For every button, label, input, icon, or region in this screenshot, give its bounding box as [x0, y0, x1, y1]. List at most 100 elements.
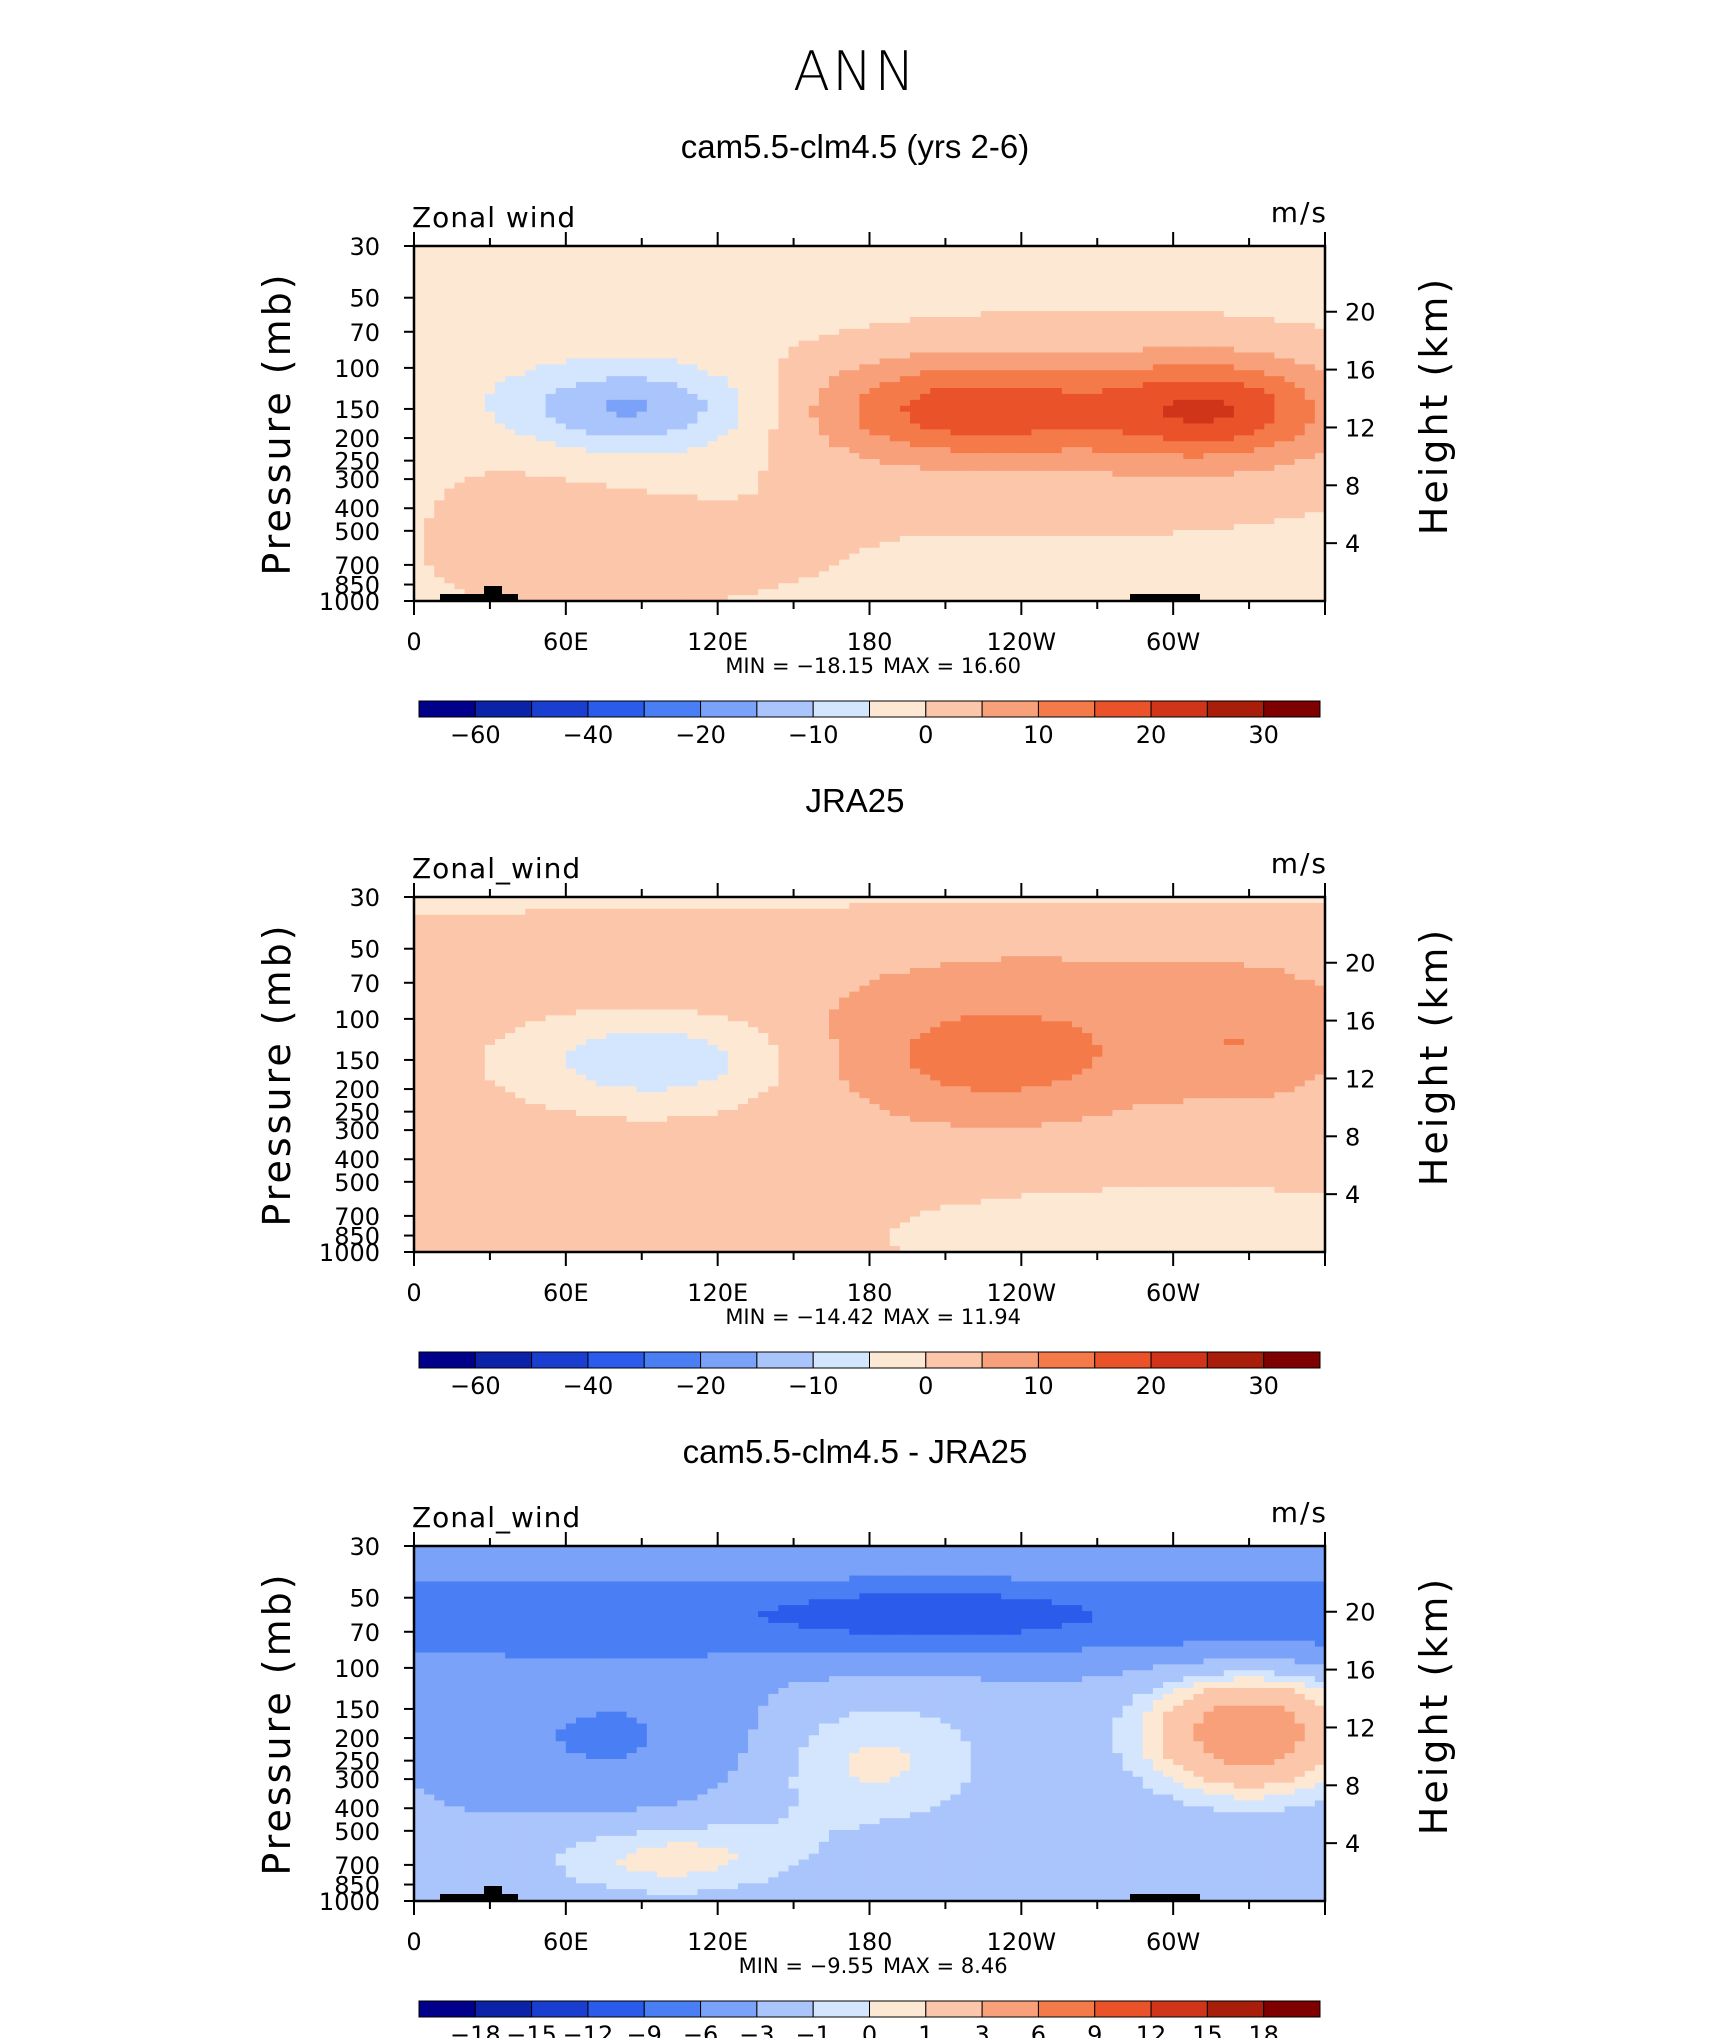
units-label: m/s — [1271, 1496, 1328, 1529]
y-tick-label: 300 — [334, 1117, 380, 1145]
y-tick-label: 300 — [334, 1766, 380, 1794]
colorbar-swatch — [1206, 2000, 1265, 2018]
y-tick-label: 400 — [334, 1146, 380, 1174]
panel-1-title: cam5.5-clm4.5 (yrs 2-6) — [680, 128, 1030, 165]
y-tick-label: 70 — [349, 970, 380, 998]
colorbar-label: −20 — [675, 721, 726, 749]
y-tick-label: 250 — [334, 1099, 380, 1127]
y-tick-label: 250 — [334, 1748, 380, 1776]
colorbar-swatch — [1263, 2000, 1321, 2018]
panel-3-title: cam5.5-clm4.5 - JRA25 — [682, 1433, 1028, 1470]
colorbar-swatch — [1150, 2000, 1208, 2018]
colorbar-swatch — [587, 700, 645, 718]
y-right-tick-label: 12 — [1345, 1714, 1376, 1742]
variable-label: Zonal_wind — [412, 852, 581, 885]
colorbar-swatch — [756, 2000, 814, 2018]
y-axis-title: Pressure (mb) — [255, 271, 299, 575]
contour-fill — [414, 1546, 1326, 1902]
colorbar-label: −40 — [563, 1372, 614, 1400]
y-right-tick-label: 4 — [1345, 530, 1360, 558]
y-right-axis-title: Height (km) — [1412, 1576, 1456, 1835]
colorbar-swatch — [418, 700, 476, 718]
colorbar-swatch — [756, 700, 814, 718]
y-tick-label: 150 — [334, 396, 380, 424]
min-label: MIN = −14.42 — [725, 1305, 874, 1329]
y-tick-label: 150 — [334, 1047, 380, 1075]
y-tick-label: 100 — [334, 1655, 380, 1683]
colorbar — [418, 2000, 1321, 2018]
colorbar-label: 20 — [1136, 1372, 1167, 1400]
colorbar-swatch — [925, 700, 983, 718]
y-tick-label: 1000 — [319, 1888, 380, 1916]
colorbar-label: 30 — [1248, 1372, 1279, 1400]
colorbar-swatch — [925, 1351, 983, 1369]
y-tick-label: 200 — [334, 425, 380, 453]
colorbar-label: −3 — [739, 2021, 774, 2038]
y-right-tick-label: 20 — [1345, 1599, 1376, 1627]
y-tick-label: 30 — [349, 1533, 380, 1561]
colorbar-swatch — [474, 1351, 533, 1369]
topography — [1130, 1894, 1200, 1901]
colorbar-swatch — [1150, 1351, 1208, 1369]
x-tick-label: 60E — [543, 1928, 589, 1956]
y-right-tick-label: 4 — [1345, 1830, 1360, 1858]
units-label: m/s — [1271, 847, 1328, 880]
y-right-tick-label: 16 — [1345, 1657, 1376, 1685]
colorbar-swatch — [1263, 700, 1321, 718]
contour-fill — [414, 897, 1326, 1253]
colorbar-swatch — [1094, 2000, 1152, 2018]
y-tick-label: 500 — [334, 518, 380, 546]
x-tick-label: 60W — [1146, 1928, 1200, 1956]
min-label: MIN = −9.55 — [739, 1954, 874, 1978]
min-label: MIN = −18.15 — [725, 654, 874, 678]
colorbar-swatch — [981, 2000, 1039, 2018]
colorbar-label: −6 — [683, 2021, 718, 2038]
units-label: m/s — [1271, 196, 1328, 229]
y-tick-label: 850 — [334, 1223, 380, 1251]
x-tick-label: 180 — [847, 1279, 893, 1307]
y-right-tick-label: 16 — [1345, 1008, 1376, 1036]
y-tick-label: 50 — [349, 936, 380, 964]
colorbar-swatch — [643, 700, 702, 718]
panel-3 — [404, 1532, 1337, 2018]
x-tick-label: 120W — [987, 628, 1057, 656]
y-tick-label: 200 — [334, 1076, 380, 1104]
x-tick-label: 120E — [687, 628, 748, 656]
y-right-tick-label: 20 — [1345, 299, 1376, 327]
colorbar-label: 15 — [1192, 2021, 1223, 2038]
colorbar-swatch — [1206, 1351, 1265, 1369]
colorbar-label: −10 — [788, 1372, 839, 1400]
colorbar-swatch — [1150, 700, 1208, 718]
y-tick-label: 400 — [334, 495, 380, 523]
colorbar-label: −40 — [563, 721, 614, 749]
topography — [1130, 594, 1200, 601]
x-tick-label: 180 — [847, 628, 893, 656]
x-tick-label: 0 — [406, 1279, 421, 1307]
y-tick-label: 700 — [334, 1203, 380, 1231]
colorbar-swatch — [1037, 1351, 1096, 1369]
colorbar — [418, 700, 1321, 718]
max-label: MAX = 16.60 — [883, 654, 1021, 678]
y-tick-label: 50 — [349, 1585, 380, 1613]
colorbar-swatch — [418, 2000, 476, 2018]
x-tick-label: 60W — [1146, 1279, 1200, 1307]
y-tick-label: 700 — [334, 1852, 380, 1880]
y-right-tick-label: 12 — [1345, 414, 1376, 442]
y-axis-title: Pressure (mb) — [255, 922, 299, 1226]
y-tick-label: 1000 — [319, 1239, 380, 1267]
colorbar-swatch — [981, 1351, 1039, 1369]
colorbar-swatch — [812, 2000, 870, 2018]
colorbar-swatch — [869, 1351, 927, 1369]
y-tick-label: 200 — [334, 1725, 380, 1753]
y-right-tick-label: 20 — [1345, 950, 1376, 978]
colorbar-swatch — [587, 1351, 645, 1369]
y-tick-label: 250 — [334, 448, 380, 476]
figure-title: ANN — [793, 40, 917, 103]
contour-fill — [414, 246, 1326, 602]
colorbar — [418, 1351, 1321, 1369]
colorbar-swatch — [1037, 700, 1096, 718]
topography — [484, 586, 502, 601]
y-tick-label: 70 — [349, 319, 380, 347]
y-right-axis-title: Height (km) — [1412, 276, 1456, 535]
colorbar-label: 6 — [1031, 2021, 1046, 2038]
